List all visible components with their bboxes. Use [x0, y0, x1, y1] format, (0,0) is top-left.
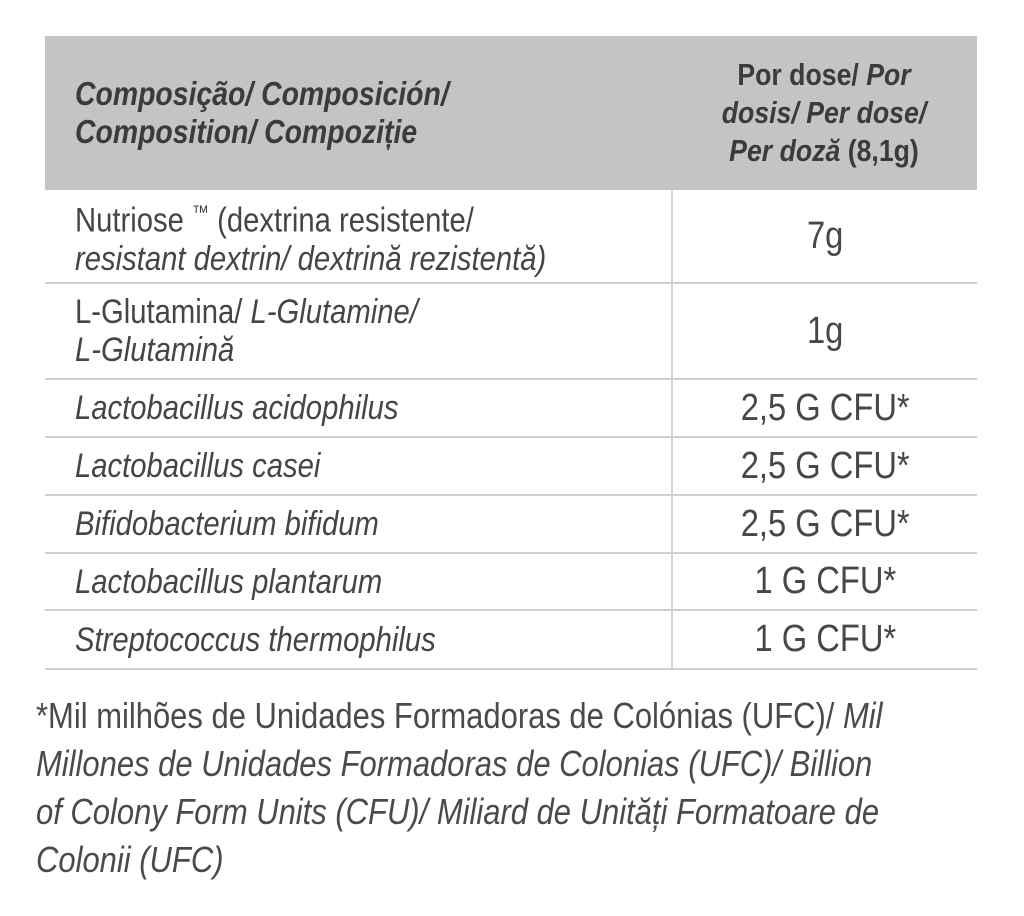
ingredient-name: Nutriose ™ (dextrina resistente/resistan…: [75, 201, 547, 278]
value-cell: 1g: [671, 284, 977, 378]
ingredient-name-cell: Streptococcus thermophilus: [45, 611, 671, 668]
value-cell: 1 G CFU*: [671, 611, 977, 668]
ingredient-name: Lactobacillus plantarum: [75, 562, 383, 601]
ingredient-value: 1 G CFU*: [754, 618, 896, 660]
ingredient-name: Lactobacillus acidophilus: [75, 389, 399, 427]
row-lactobacillus-casei: Lactobacillus casei 2,5 G CFU*: [45, 438, 977, 496]
ingredient-name-cell: Bifidobacterium bifidum: [45, 496, 671, 552]
ingredient-name-cell: Lactobacillus acidophilus: [45, 380, 671, 436]
ingredient-value: 7g: [806, 214, 844, 257]
ingredient-name: Bifidobacterium bifidum: [75, 505, 379, 543]
row-streptococcus-thermophilus: Streptococcus thermophilus 1 G CFU*: [45, 611, 977, 670]
ingredient-name-cell: Lactobacillus plantarum: [45, 554, 671, 609]
value-cell: 1 G CFU*: [671, 554, 977, 609]
header-per-dose-label: Por dose/ Por dosis/ Per dose/Per doză (8…: [721, 57, 927, 168]
row-lactobacillus-plantarum: Lactobacillus plantarum 1 G CFU*: [45, 554, 977, 611]
ingredient-name-cell: L-Glutamina/ L-Glutamine/L-Glutamină: [45, 284, 671, 378]
row-bifidobacterium-bifidum: Bifidobacterium bifidum 2,5 G CFU*: [45, 496, 977, 554]
header-per-dose-cell: Por dose/ Por dosis/ Per dose/Per doză (8…: [671, 36, 977, 190]
table-header-row: Composição/ Composición/Composition/ Com…: [45, 36, 977, 190]
row-l-glutamine: L-Glutamina/ L-Glutamine/L-Glutamină 1g: [45, 284, 977, 380]
ingredient-value: 1g: [806, 309, 844, 352]
row-lactobacillus-acidophilus: Lactobacillus acidophilus 2,5 G CFU*: [45, 380, 977, 438]
cfu-footnote: *Mil milhões de Unidades Formadoras de C…: [36, 695, 883, 880]
composition-table: Composição/ Composición/Composition/ Com…: [45, 36, 977, 670]
ingredient-value: 1 G CFU*: [754, 560, 896, 602]
ingredient-name-cell: Lactobacillus casei: [45, 438, 671, 494]
ingredient-name-cell: Nutriose ™ (dextrina resistente/resistan…: [45, 190, 671, 282]
ingredient-name: Lactobacillus casei: [75, 447, 321, 485]
ingredient-name: Streptococcus thermophilus: [75, 620, 436, 659]
value-cell: 7g: [671, 190, 977, 282]
value-cell: 2,5 G CFU*: [671, 496, 977, 552]
row-nutriose: Nutriose ™ (dextrina resistente/resistan…: [45, 190, 977, 284]
ingredient-name: L-Glutamina/ L-Glutamine/L-Glutamină: [75, 293, 418, 369]
ingredient-value: 2,5 G CFU*: [740, 386, 910, 429]
ingredient-value: 2,5 G CFU*: [740, 444, 910, 487]
ingredient-value: 2,5 G CFU*: [740, 502, 910, 545]
header-composition-cell: Composição/ Composición/Composition/ Com…: [45, 36, 671, 190]
value-cell: 2,5 G CFU*: [671, 380, 977, 436]
value-cell: 2,5 G CFU*: [671, 438, 977, 494]
header-composition-label: Composição/ Composición/Composition/ Com…: [75, 75, 449, 150]
